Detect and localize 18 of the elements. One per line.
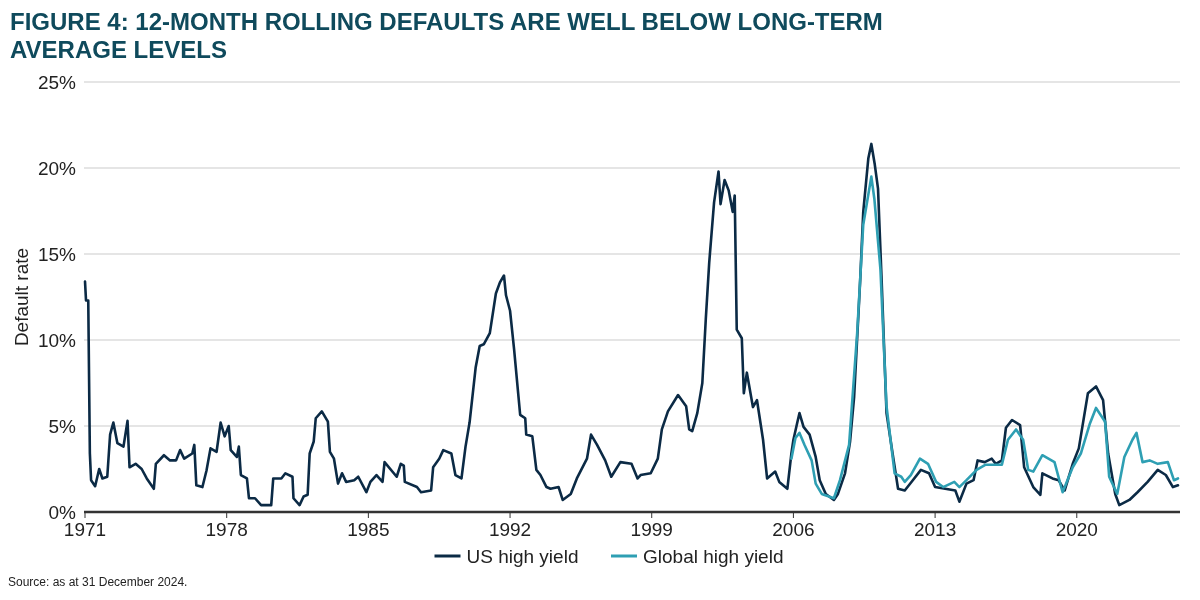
x-tick-label: 2020: [1055, 519, 1098, 540]
legend-label: Global high yield: [643, 545, 784, 567]
x-tick-label: 1978: [205, 519, 248, 540]
y-tick-label: 15%: [37, 243, 77, 265]
x-tick-label: 2006: [772, 519, 815, 540]
legend-label: US high yield: [466, 545, 579, 567]
line-series: [790, 175, 1180, 500]
y-tick-label: 5%: [48, 415, 77, 437]
y-axis-title: Default rate: [11, 247, 32, 347]
x-tick-label: 1992: [488, 519, 532, 540]
source-note: Source: as at 31 December 2024.: [8, 575, 188, 589]
y-tick-label: 25%: [37, 71, 77, 93]
chart-title: FIGURE 4: 12-MONTH ROLLING DEFAULTS ARE WELL BELOW LONG-TERM AVERAGE LEVELS: [10, 8, 883, 63]
x-tick-label: 1985: [347, 519, 390, 540]
y-tick-label: 10%: [37, 329, 77, 351]
x-tick-label: 1999: [630, 519, 673, 540]
y-tick-label: 20%: [37, 157, 77, 179]
x-tick-label: 2013: [913, 519, 957, 540]
